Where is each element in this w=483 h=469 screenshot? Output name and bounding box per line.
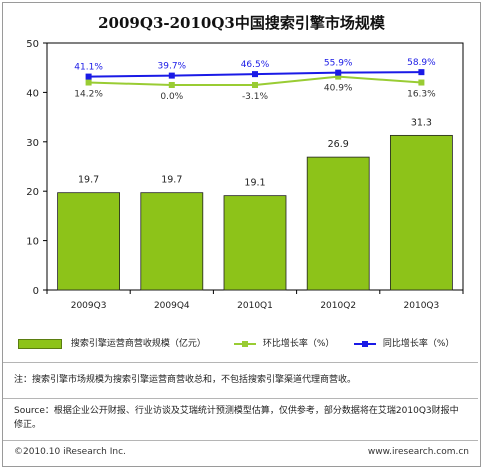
bar [57,192,120,291]
legend-label-revenue: 搜索引擎运营商营收规模（亿元） [70,339,206,349]
qoq-marker [418,79,425,86]
qoq-marker [85,79,92,86]
divider-bottom [3,440,478,441]
yoy-marker [418,69,425,76]
bar-value-label: 31.3 [411,117,432,128]
bar [140,192,204,291]
yoy-marker [168,72,175,79]
bar [306,156,370,291]
legend-item-qoq: 环比增长率（%） [234,337,334,351]
legend-label-qoq: 环比增长率（%） [262,339,335,349]
yoy-marker [252,71,258,78]
bar-value-label: 26.9 [328,139,349,150]
x-axis: 2009Q3 2009Q4 2010Q1 2010Q2 2010Q3 [46,290,464,311]
divider-top [3,362,478,363]
yoy-value-label: 41.1% [74,63,103,73]
yoy-value-label: 58.9% [407,58,436,68]
qoq-marker [252,81,258,88]
y-tick-label: 50 [26,39,39,50]
yoy-value-label: 46.5% [241,60,270,70]
legend-item-yoy: 同比增长率（%） [354,337,454,351]
x-tick-label: 2009Q3 [71,301,107,311]
y-tick-label: 0 [33,286,39,297]
bar-value-label: 19.1 [244,178,265,189]
qoq-value-label: 16.3% [407,90,436,100]
source-note: Source：根据企业公开财报、行业访谈及艾瑞统计预测模型估算，仅供参考，部分数… [14,406,459,430]
y-axis: 0 10 20 30 40 50 [26,39,47,297]
legend-label-yoy: 同比增长率（%） [382,339,455,349]
legend: 搜索引擎运营商营收规模（亿元） 环比增长率（%） 同比增长率（%） [10,334,470,354]
chart-note: 注：搜索引擎市场规模为搜索引擎运营商营收总和，不包括搜索引擎渠道代理商营收。 [14,375,357,385]
qoq-marker [335,73,342,80]
chart-plot: 0 10 20 30 40 50 19.7 19.7 19.1 26.9 31.3 14.2% 0.… [26,39,464,311]
x-tick-label: 2010Q2 [320,301,356,311]
yoy-value-label: 39.7% [158,62,187,72]
copyright: ©2010.10 iResearch Inc. [14,447,126,457]
yoy-marker [335,69,342,76]
bar [389,134,453,291]
line-series: 14.2% 0.0% -3.1% 40.9% 16.3% 41.1% 39.7% 46.5% 5… [74,58,436,102]
bar-value-label: 19.7 [78,175,99,186]
website: www.iresearch.com.cn [367,447,469,457]
x-tick-label: 2009Q4 [154,301,190,311]
legend-bar-swatch [18,338,62,349]
bar-series: 19.7 19.7 19.1 26.9 31.3 [57,117,453,291]
x-tick-label: 2010Q1 [237,301,273,311]
divider-middle [3,398,478,399]
chart-title: 2009Q3-2010Q3中国搜索引擎市场规模 [98,14,385,32]
legend-item-bar: 搜索引擎运营商营收规模（亿元） [18,337,206,351]
x-tick-label: 2010Q3 [404,301,440,311]
y-tick-label: 40 [26,88,39,99]
qoq-marker [168,81,175,88]
y-tick-label: 30 [26,138,39,149]
qoq-value-label: 0.0% [160,92,183,102]
qoq-value-label: 40.9% [324,84,353,94]
bar [223,195,287,291]
qoq-value-label: -3.1% [242,92,269,102]
yoy-marker [85,73,92,80]
y-tick-label: 10 [26,237,39,248]
y-tick-label: 20 [26,187,39,198]
yoy-value-label: 55.9% [324,59,353,69]
qoq-value-label: 14.2% [74,90,103,100]
bar-value-label: 19.7 [161,175,182,186]
legend-qoq-swatch [234,340,256,347]
legend-yoy-swatch [354,340,376,347]
